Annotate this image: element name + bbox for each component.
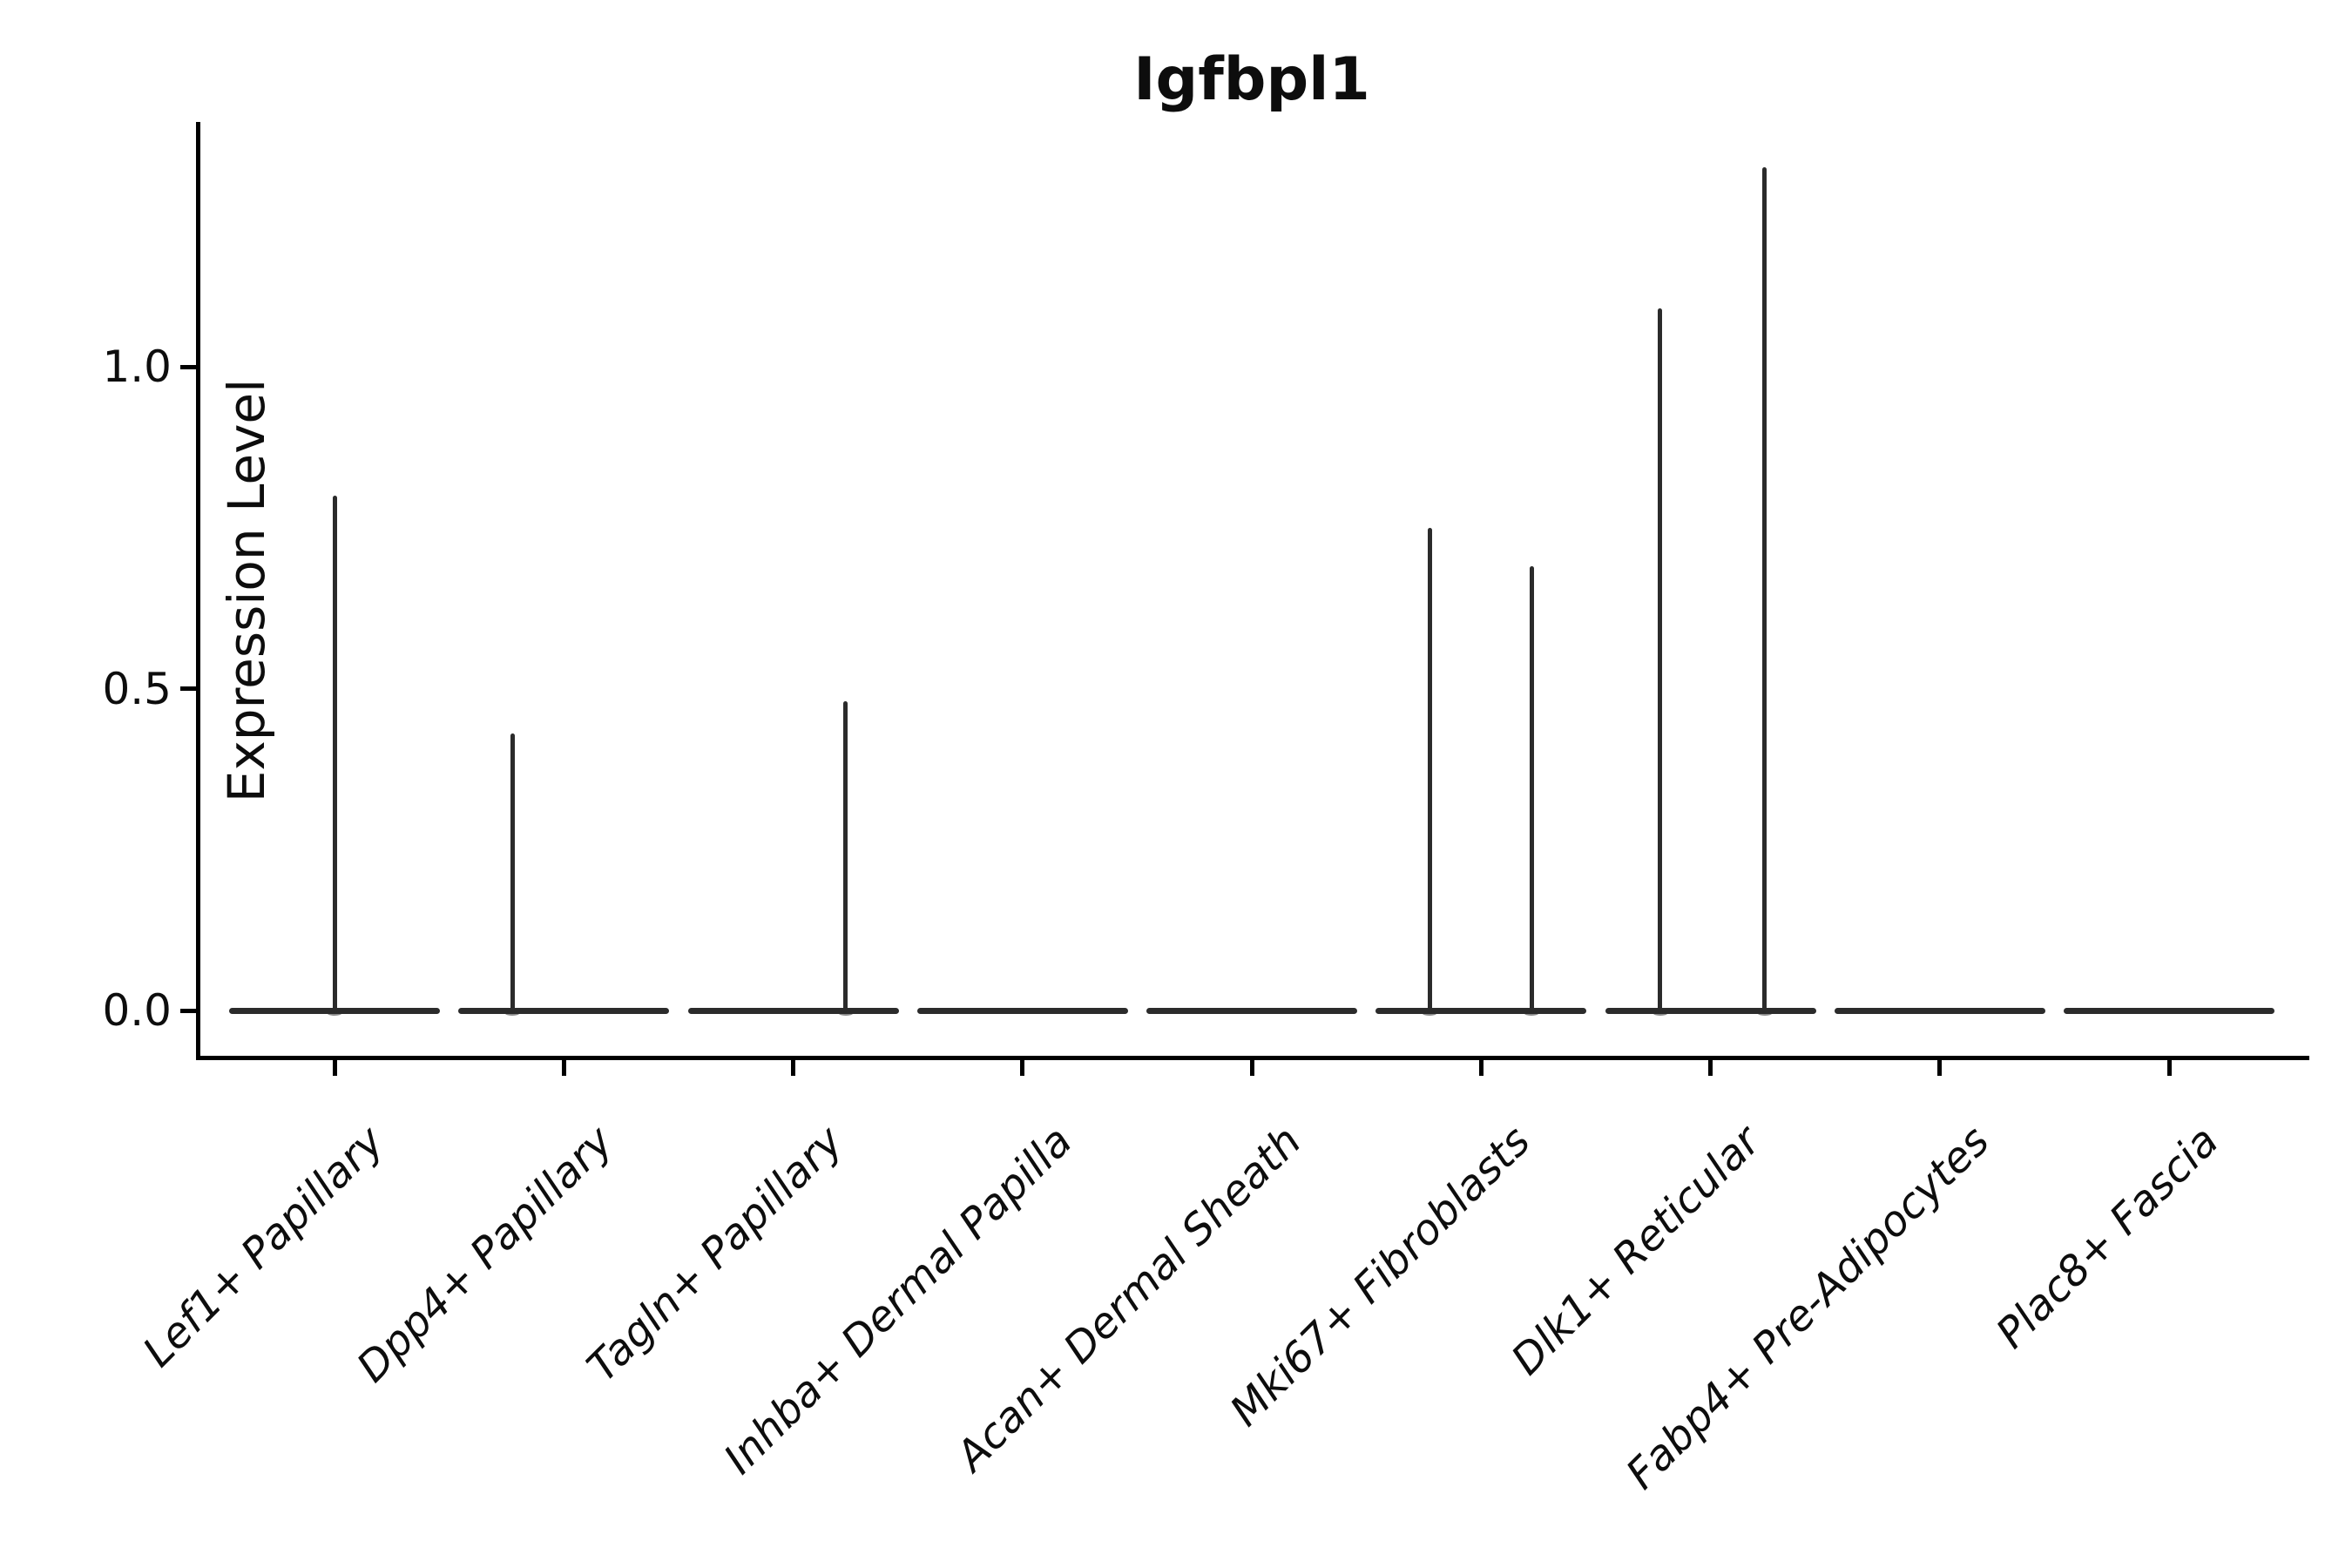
left-axis-spine — [196, 122, 200, 1060]
x-tick-mark — [1249, 1060, 1254, 1076]
chart-title: Igfbpl1 — [1133, 45, 1370, 114]
violin-spike — [1762, 166, 1767, 1012]
x-tick-mark — [2166, 1060, 2172, 1076]
x-tick-label: Plac8+ Fascia — [1986, 1117, 2228, 1358]
violin-base — [458, 1007, 670, 1014]
violin-spike — [510, 733, 515, 1012]
violin-spike-foot — [328, 1011, 341, 1016]
violin-spike-foot — [1757, 1011, 1772, 1016]
violin-spike — [1658, 308, 1662, 1012]
y-tick-mark — [180, 364, 196, 369]
violin-base — [1605, 1007, 1816, 1014]
violin-spike-foot — [1423, 1011, 1437, 1016]
x-tick-mark — [561, 1060, 566, 1076]
x-tick-label: Lef1+ Papillary — [133, 1117, 394, 1377]
bottom-axis-spine — [196, 1056, 2309, 1060]
x-tick-mark — [1708, 1060, 1713, 1076]
violin-spike — [843, 701, 848, 1012]
x-tick-mark — [791, 1060, 795, 1076]
x-tick-mark — [1478, 1060, 1484, 1076]
violin-base — [1834, 1007, 2045, 1014]
y-tick-mark — [180, 1008, 196, 1013]
violin-base — [2064, 1007, 2274, 1014]
violin-base — [1375, 1007, 1587, 1014]
violin-spike — [1427, 527, 1432, 1012]
x-tick-label: Fabp4+ Pre-Adipocytes — [1616, 1117, 1999, 1499]
violin-base — [687, 1007, 899, 1014]
x-tick-label: Dpp4+ Papillary — [348, 1117, 623, 1392]
violin-spike — [332, 495, 337, 1012]
y-tick-label: 0.5 — [102, 663, 172, 714]
violin-spike-foot — [1524, 1011, 1539, 1016]
x-tick-mark — [1020, 1060, 1025, 1076]
y-tick-label: 1.0 — [102, 341, 172, 392]
y-axis-label: Expression Level — [217, 378, 277, 803]
x-tick-mark — [332, 1060, 337, 1076]
violin-base — [1146, 1007, 1357, 1014]
x-tick-label: Dlk1+ Reticular — [1501, 1117, 1770, 1385]
violin-base — [916, 1007, 1128, 1014]
violin-spike-foot — [838, 1011, 853, 1016]
y-tick-label: 0.0 — [102, 985, 172, 1036]
violin-spike-foot — [505, 1011, 520, 1016]
violin-spike-foot — [1652, 1011, 1667, 1016]
y-tick-mark — [180, 686, 196, 691]
x-tick-mark — [1937, 1060, 1943, 1076]
violin-spike — [1529, 566, 1534, 1012]
x-tick-label: Tagln+ Papillary — [577, 1117, 853, 1392]
